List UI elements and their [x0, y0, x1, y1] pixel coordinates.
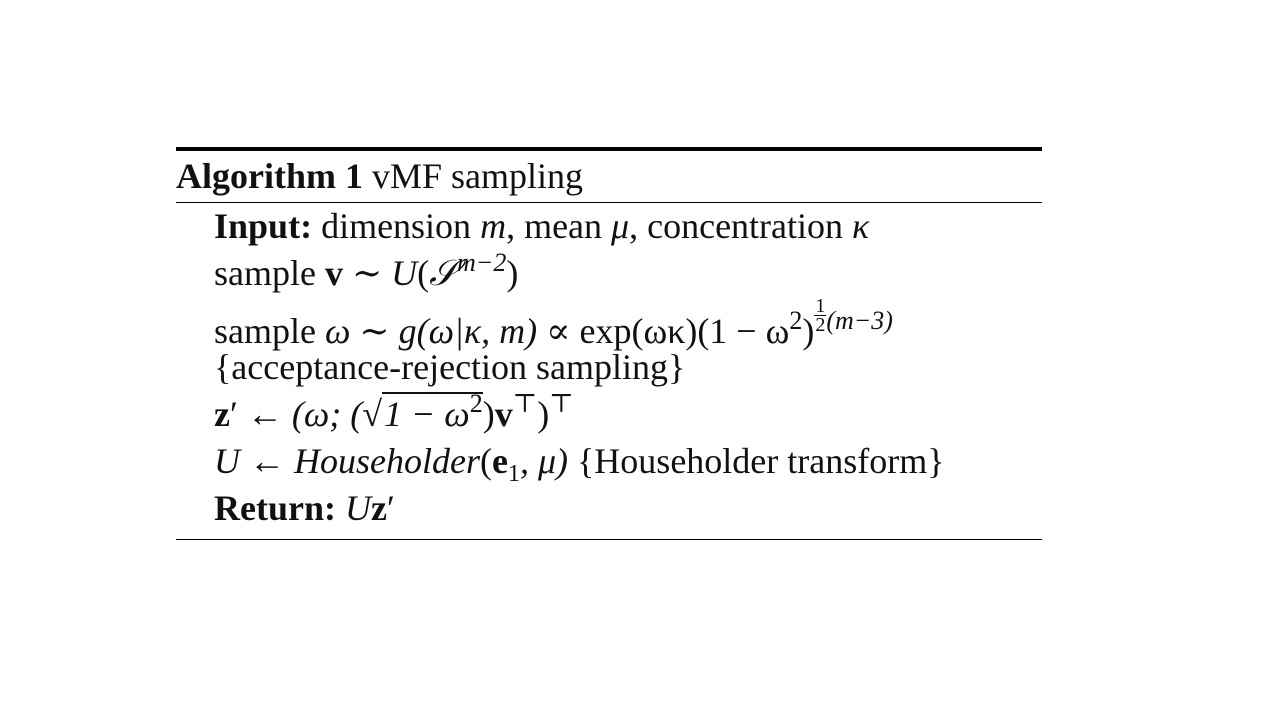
vector-z: z — [214, 394, 230, 434]
sphere-set: 𝒮 — [429, 253, 458, 293]
sphere-dimension: m−2 — [457, 248, 507, 277]
transpose-inner: ⊤ — [512, 389, 538, 418]
density-g: g — [398, 311, 417, 351]
basis-index: 1 — [507, 461, 520, 487]
open-paren: ( — [417, 253, 430, 293]
tuple-close: ) — [537, 394, 550, 434]
sqrt-close: ) — [482, 394, 495, 434]
return-prime: ′ — [386, 488, 395, 528]
algorithm-block: Algorithm 1 vMF sampling Input: dimensio… — [176, 147, 1042, 540]
sqrt-square: 2 — [469, 389, 483, 418]
prime-mark: ′ — [229, 394, 238, 434]
input-var-m: m — [480, 206, 507, 246]
bottom-rule — [176, 539, 1042, 540]
func-rest: , μ) — [519, 441, 569, 481]
func-open: ( — [479, 441, 492, 481]
matrix-U: U — [214, 441, 240, 481]
z-prime-line: z′ ← (ω; (√1 − ω2)v⊤)⊤ — [214, 391, 1042, 438]
return-U: U — [344, 488, 371, 528]
sample-v-line: sample v ∼ U(𝒮m−2) — [214, 250, 1042, 297]
exp-close: ) — [802, 311, 815, 351]
fraction-numerator: 1 — [814, 295, 827, 317]
omega-var: ω — [324, 311, 351, 351]
return-keyword: Return: — [214, 488, 336, 528]
input-line: Input: dimension m, mean μ, concentratio… — [214, 203, 1042, 250]
algorithm-label: Algorithm 1 — [176, 156, 363, 196]
top-rule — [176, 147, 1042, 151]
sample-keyword: sample — [214, 253, 316, 293]
sample-omega-line: sample ω ∼ g(ω|κ, m) ∝ exp(ωκ)(1 − ω2) 1 2… — [214, 295, 1042, 351]
vector-v: v — [494, 394, 513, 434]
caption-rule — [176, 202, 1042, 203]
close-paren: ) — [506, 253, 519, 293]
input-var-mu: μ — [611, 206, 630, 246]
density-args: (ω|κ, m) — [416, 311, 538, 351]
proportional-symbol: ∝ — [546, 311, 571, 351]
basis-e: e — [491, 441, 508, 481]
sqrt-body: 1 − ω2 — [382, 389, 483, 434]
input-text-mean: , mean — [506, 206, 603, 246]
householder-func: Householder — [294, 441, 480, 481]
input-text-dimension: dimension — [321, 206, 472, 246]
exp-term: exp(ωκ)(1 − ω — [579, 311, 790, 351]
return-z: z — [370, 488, 387, 528]
assign-arrow: ← — [246, 394, 283, 434]
sqrt-expression: 1 − ω — [384, 394, 470, 434]
input-var-kappa: κ — [852, 206, 870, 246]
acceptance-rejection-comment: {acceptance-rejection sampling} — [214, 347, 686, 387]
input-text-concentration: , concentration — [629, 206, 844, 246]
input-keyword: Input: — [214, 206, 313, 246]
algorithm-caption: Algorithm 1 vMF sampling — [176, 151, 1042, 202]
distributed-as-symbol: ∼ — [351, 253, 383, 293]
comment-line: {acceptance-rejection sampling} — [214, 344, 1042, 391]
algorithm-title: vMF sampling — [371, 156, 584, 196]
algorithm-body: Input: dimension m, mean μ, concentratio… — [176, 203, 1042, 539]
tuple-open: (ω; ( — [291, 394, 363, 434]
omega-squared: 2 — [789, 306, 803, 335]
transpose-outer: ⊤ — [549, 389, 574, 418]
power-rest: (m−3) — [826, 306, 893, 335]
return-line: Return: Uz′ — [214, 485, 1042, 532]
sample-keyword: sample — [214, 311, 316, 351]
sqrt-symbol: √ — [362, 394, 383, 434]
vector-v: v — [324, 253, 343, 293]
householder-comment: {Householder transform} — [577, 441, 945, 481]
assign-arrow: ← — [249, 441, 285, 481]
uniform-dist: U — [391, 253, 418, 293]
householder-line: U ← Householder(e1, μ) {Householder tran… — [214, 438, 1042, 487]
distributed-as-symbol: ∼ — [359, 311, 390, 351]
fraction-denominator: 2 — [815, 314, 826, 336]
